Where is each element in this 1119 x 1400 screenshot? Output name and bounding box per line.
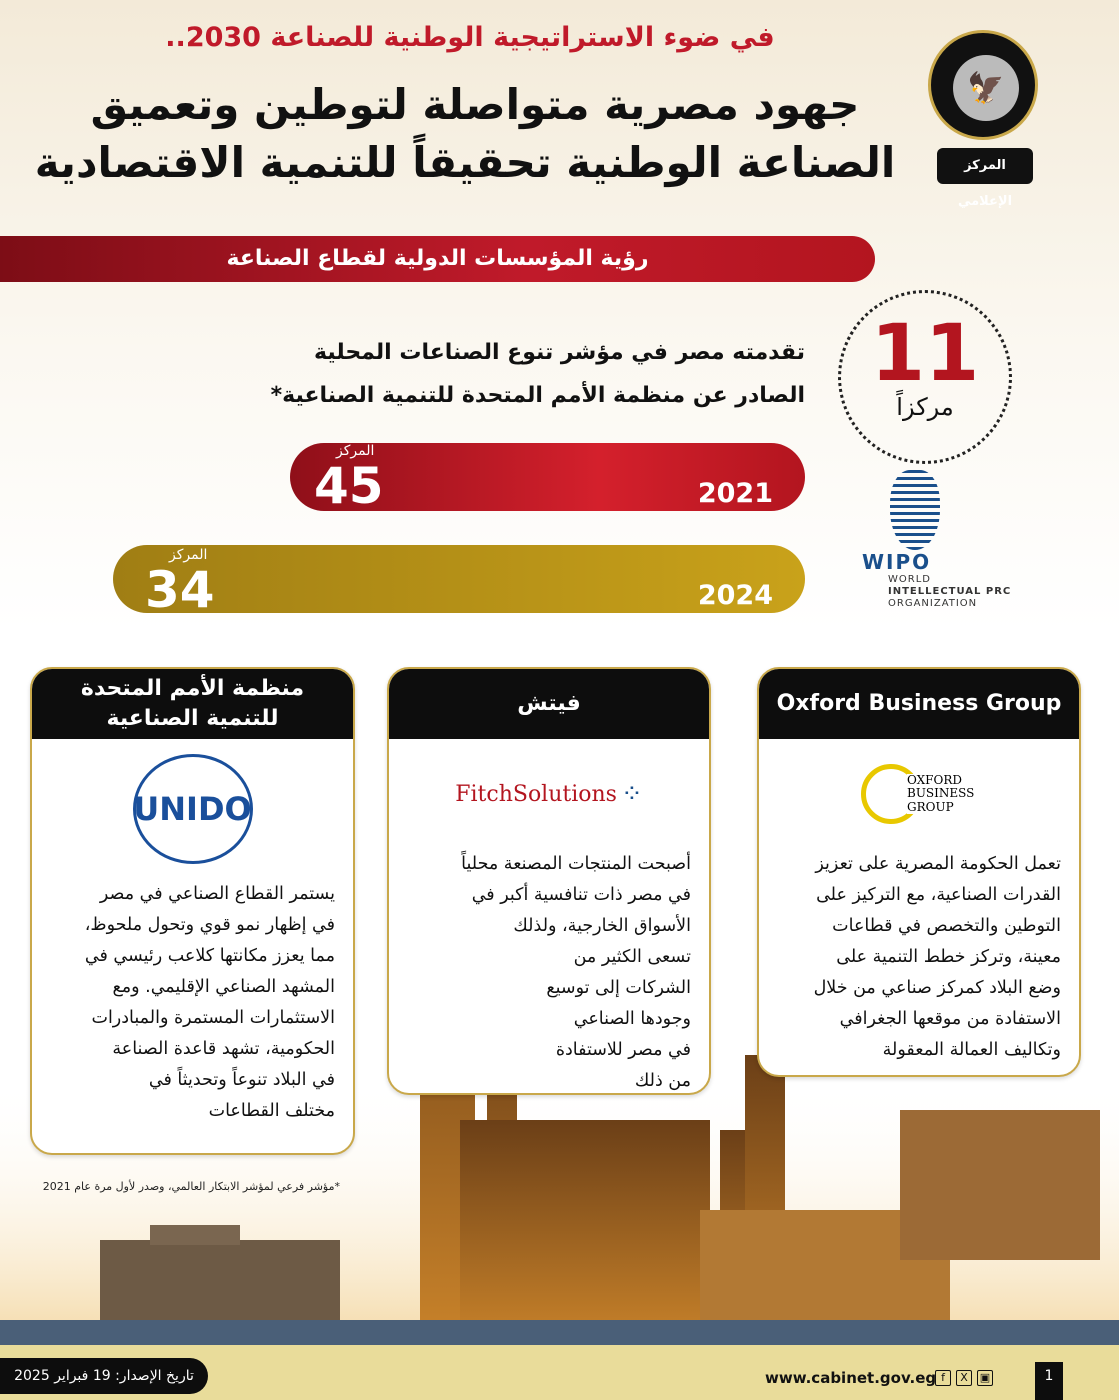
year-label: 2021 xyxy=(697,478,773,509)
improvement-value: 11 xyxy=(870,309,980,399)
card-title: فيتش xyxy=(389,669,709,739)
dots-icon: ⁘ xyxy=(620,779,643,809)
card-fitch: فيتش FitchSolutions ⁘ أصبحت المنتجات الم… xyxy=(387,667,711,1095)
issue-date: تاريخ الإصدار: 19 فبراير 2025 xyxy=(0,1358,208,1394)
card-title: منظمة الأمم المتحدة للتنمية الصناعية xyxy=(32,669,353,739)
card-title: Oxford Business Group xyxy=(759,669,1079,739)
website-link[interactable]: www.cabinet.gov.eg xyxy=(765,1369,937,1387)
improvement-circle: 11 مركزاً xyxy=(838,290,1012,464)
card-text-line: يستمر القطاع الصناعي في مصر xyxy=(99,884,335,904)
page-title-line2: الصناعة الوطنية تحقيقاً للتنمية الاقتصاد… xyxy=(34,138,896,187)
card-text-line: الحكومية، تشهد قاعدة الصناعة xyxy=(112,1039,335,1059)
improvement-unit: مركزاً xyxy=(896,393,954,421)
card-text-line: في مصر للاستفادة xyxy=(555,1040,691,1060)
page-title-line1: جهود مصرية متواصلة لتوطين وتعميق xyxy=(90,80,860,129)
card-text-line: تعمل الحكومة المصرية على تعزيز xyxy=(815,854,1061,874)
card-text-line: وجودها الصناعي xyxy=(573,1009,691,1029)
card-text-line: الاستثمارات المستمرة والمبادرات xyxy=(91,1008,335,1028)
card-text-line: في البلاد تنوعاً وتحديثاً في xyxy=(148,1070,335,1090)
card-text-line: وتكاليف العمالة المعقولة xyxy=(882,1040,1061,1060)
youtube-icon[interactable]: ▣ xyxy=(977,1370,993,1386)
wipo-line: WORLD xyxy=(888,574,931,585)
fitch-logo-text: FitchSolutions xyxy=(455,781,617,807)
cabinet-logo: 🦅 xyxy=(928,30,1038,140)
facebook-icon[interactable]: f xyxy=(935,1370,951,1386)
card-body: تعمل الحكومة المصرية على تعزيز القدرات ال… xyxy=(759,849,1079,1066)
subtitle: في ضوء الاستراتيجية الوطنية للصناعة 2030… xyxy=(165,22,775,53)
wipo-globe-icon xyxy=(890,470,940,550)
rank-bar-2021: المركز 45 2021 xyxy=(290,443,805,511)
wipo-line: ORGANIZATION xyxy=(888,598,978,609)
card-text-line: القدرات الصناعية، مع التركيز على xyxy=(816,885,1061,905)
card-text-line: أصبحت المنتجات المصنعة محلياً xyxy=(461,854,691,874)
section-banner: رؤية المؤسسات الدولية لقطاع الصناعة xyxy=(0,236,875,282)
logo-band: المركز الإعلامي xyxy=(937,148,1033,209)
wipo-name: WIPO xyxy=(862,550,932,574)
wipo-line: INTELLECTUAL PRC xyxy=(888,586,1012,597)
oxford-logo: OXFORD BUSINESS GROUP xyxy=(759,739,1079,849)
card-unido: منظمة الأمم المتحدة للتنمية الصناعية UNI… xyxy=(30,667,355,1155)
card-text-line: تسعى الكثير من xyxy=(573,947,691,967)
year-label: 2024 xyxy=(697,580,773,611)
rank-label: المركز xyxy=(336,443,375,459)
card-oxford-business-group: Oxford Business Group OXFORD BUSINESS GR… xyxy=(757,667,1081,1077)
unido-logo-text: UNIDO xyxy=(132,754,253,864)
fitch-logo: FitchSolutions ⁘ xyxy=(389,739,709,849)
card-text-line: الاستفادة من موقعها الجغرافي xyxy=(839,1009,1061,1029)
card-text-line: الأسواق الخارجية، ولذلك xyxy=(513,916,691,936)
card-text-line: في مصر ذات تنافسية أكبر في xyxy=(471,885,691,905)
rank-value: 34 xyxy=(145,561,215,619)
card-text-line: الشركات إلى توسيع xyxy=(546,978,691,998)
eagle-icon: 🦅 xyxy=(953,55,1019,121)
card-text-line: مختلف القطاعات xyxy=(208,1101,335,1121)
card-text-line: من ذلك xyxy=(634,1071,691,1091)
ranking-description-2: الصادر عن منظمة الأمم المتحدة للتنمية ال… xyxy=(270,383,805,408)
wipo-logo: WIPO WORLD INTELLECTUAL PRC ORGANIZATION xyxy=(862,470,1032,620)
card-text-line: وضع البلاد كمركز صناعي من خلال xyxy=(813,978,1061,998)
card-body: أصبحت المنتجات المصنعة محلياً في مصر ذات … xyxy=(389,849,709,1093)
card-text-line: مما يعزز مكانتها كلاعب رئيسي في xyxy=(84,946,335,966)
card-text-line: معينة، وتركز خطط التنمية على xyxy=(836,947,1061,967)
card-body: يستمر القطاع الصناعي في مصر في إظهار نمو … xyxy=(32,879,353,1127)
oxford-logo-text: OXFORD BUSINESS GROUP xyxy=(907,774,977,814)
unido-logo: UNIDO xyxy=(32,739,353,879)
x-icon[interactable]: X xyxy=(956,1370,972,1386)
footnote: *مؤشر فرعي لمؤشر الابتكار العالمي، وصدر … xyxy=(42,1180,340,1193)
card-text-line: المشهد الصناعي الإقليمي. ومع xyxy=(112,977,335,997)
rank-label: المركز xyxy=(169,547,208,563)
rank-value: 45 xyxy=(314,457,384,515)
card-text-line: التوطين والتخصص في قطاعات xyxy=(832,916,1061,936)
ranking-description-1: تقدمته مصر في مؤشر تنوع الصناعات المحلية xyxy=(314,340,805,365)
rank-bar-2024: المركز 34 2024 xyxy=(113,545,805,619)
page-number: 1 xyxy=(1035,1362,1063,1400)
card-text-line: في إظهار نمو قوي وتحول ملحوظ، xyxy=(84,915,335,935)
